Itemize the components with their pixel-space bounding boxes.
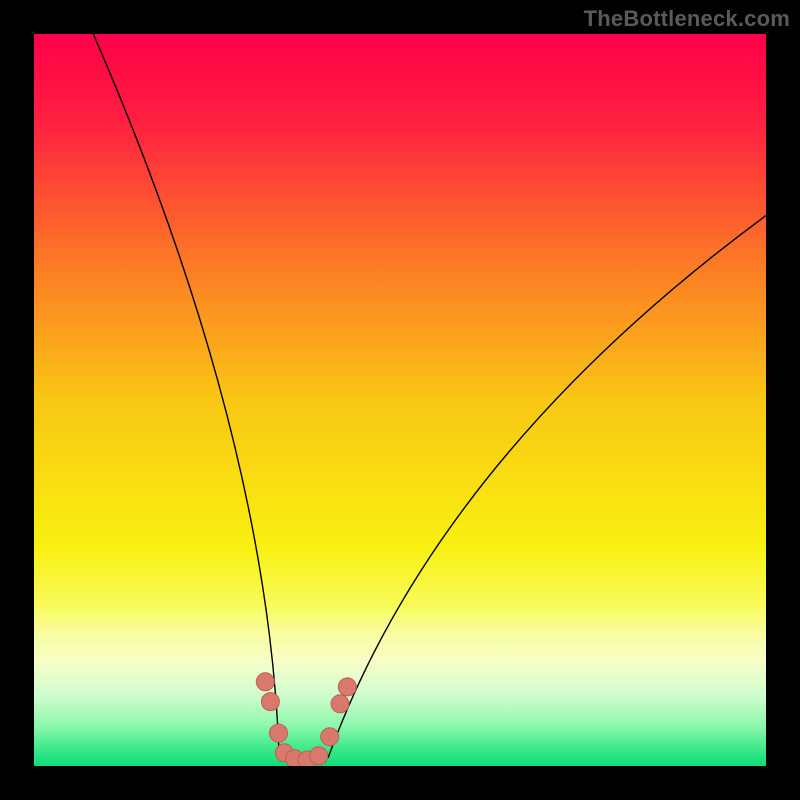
marker-point bbox=[338, 678, 356, 696]
marker-point bbox=[256, 673, 274, 691]
marker-point bbox=[270, 724, 288, 742]
chart-frame: TheBottleneck.com bbox=[0, 0, 800, 800]
watermark-text: TheBottleneck.com bbox=[584, 6, 790, 32]
marker-point bbox=[321, 728, 339, 746]
marker-point bbox=[261, 693, 279, 711]
plot-svg bbox=[34, 34, 766, 766]
marker-point bbox=[310, 747, 328, 765]
background-gradient bbox=[34, 34, 766, 766]
plot-area bbox=[34, 34, 766, 766]
marker-point bbox=[331, 695, 349, 713]
